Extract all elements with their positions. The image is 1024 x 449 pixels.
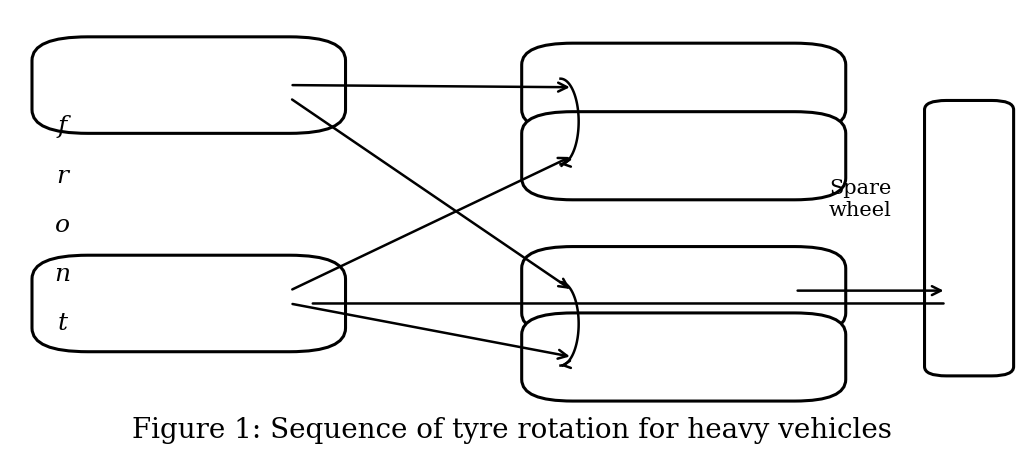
FancyBboxPatch shape xyxy=(521,43,846,131)
FancyBboxPatch shape xyxy=(521,112,846,200)
Text: r: r xyxy=(56,165,69,188)
FancyBboxPatch shape xyxy=(521,247,846,335)
FancyBboxPatch shape xyxy=(32,37,345,133)
FancyBboxPatch shape xyxy=(521,313,846,401)
Text: n: n xyxy=(54,263,71,286)
Text: Figure 1: Sequence of tyre rotation for heavy vehicles: Figure 1: Sequence of tyre rotation for … xyxy=(132,417,892,444)
Text: f: f xyxy=(58,115,68,138)
FancyBboxPatch shape xyxy=(925,101,1014,376)
Text: Spare
wheel: Spare wheel xyxy=(829,179,892,220)
Text: o: o xyxy=(55,214,70,237)
Text: t: t xyxy=(57,313,68,335)
FancyBboxPatch shape xyxy=(32,255,345,352)
